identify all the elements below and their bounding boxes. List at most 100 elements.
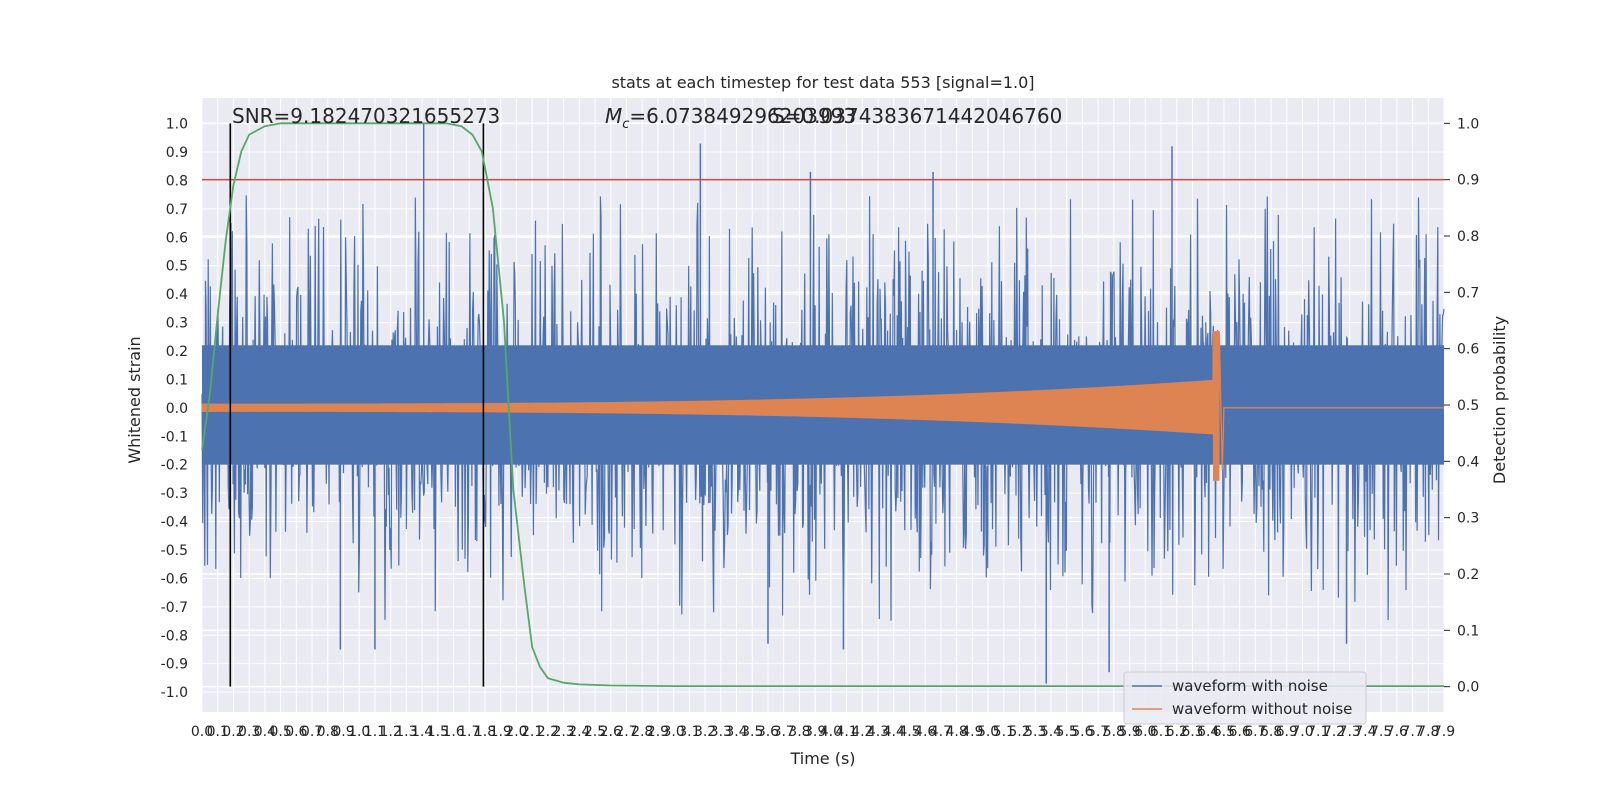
x-tick-label: 6.4 xyxy=(1197,724,1219,740)
y-left-tick-label: 0.5 xyxy=(166,259,188,275)
x-tick-label: 2.0 xyxy=(505,724,527,740)
series-detection-probability xyxy=(201,122,1444,687)
y-left-tick-label: 0.8 xyxy=(166,173,188,189)
x-tick-label: 4.9 xyxy=(961,724,983,740)
x-tick-label: 3.0 xyxy=(663,724,685,740)
snr-annotation: SNR=9.182470321655273 xyxy=(232,104,500,128)
y-right-axis-ticks: 0.0 0.1 0.2 0.3 0.4 0.5 0.6 0.7 0.8 0.9 1.0 xyxy=(1444,116,1479,696)
x-tick-label: 4.1 xyxy=(835,724,857,740)
series-waveform-without-noise xyxy=(201,331,1444,481)
y-right-tick-label: 1.0 xyxy=(1457,116,1479,132)
x-tick-label: 7.9 xyxy=(1433,724,1455,740)
x-tick-label: 6.1 xyxy=(1150,724,1172,740)
x-tick-label: 1.3 xyxy=(395,724,417,740)
chirp-mass-annotation: Mc=6.073849296203993 xyxy=(605,104,856,132)
y-left-tick-label: -1.0 xyxy=(161,685,188,701)
x-tick-label: 3.6 xyxy=(757,724,779,740)
x-tick-label: 7.1 xyxy=(1307,724,1329,740)
x-tick-label: 0.3 xyxy=(238,724,260,740)
y-left-tick-label: 0.0 xyxy=(166,401,188,417)
x-tick-label: 2.8 xyxy=(631,724,653,740)
x-tick-label: 0.2 xyxy=(222,724,244,740)
x-tick-label: 5.6 xyxy=(1071,724,1093,740)
y-right-axis-label: Detection probability xyxy=(1490,316,1509,484)
x-tick-label: 1.9 xyxy=(490,724,512,740)
y-right-tick-label: 0.8 xyxy=(1457,229,1479,245)
y-left-tick-label: -0.5 xyxy=(161,543,188,559)
legend-box xyxy=(1123,671,1367,725)
y-right-tick-label: 0.9 xyxy=(1457,173,1479,189)
y-left-tick-label: -0.8 xyxy=(161,628,188,644)
x-tick-label: 5.2 xyxy=(1008,724,1030,740)
x-tick-label: 2.5 xyxy=(584,724,606,740)
x-tick-label: 4.4 xyxy=(883,724,905,740)
detection-window xyxy=(229,123,485,687)
x-tick-label: 7.5 xyxy=(1370,724,1392,740)
x-tick-label: 6.0 xyxy=(1134,724,1156,740)
x-axis-ticks: 0.00.10.20.30.40.50.60.70.80.91.01.11.21… xyxy=(191,724,1455,740)
y-left-tick-label: 0.2 xyxy=(166,344,188,360)
x-tick-label: 3.5 xyxy=(741,724,763,740)
x-tick-label: 6.9 xyxy=(1276,724,1298,740)
x-tick-label: 4.7 xyxy=(930,724,952,740)
x-tick-label: 6.2 xyxy=(1166,724,1188,740)
y-left-tick-label: -0.6 xyxy=(161,571,188,587)
x-tick-label: 5.7 xyxy=(1087,724,1109,740)
detection-probability-line xyxy=(201,122,1444,687)
x-tick-label: 1.5 xyxy=(427,724,449,740)
x-tick-label: 1.4 xyxy=(411,724,433,740)
x-tick-label: 3.3 xyxy=(710,724,732,740)
y-left-tick-label: -0.1 xyxy=(161,429,188,445)
x-tick-label: 2.7 xyxy=(615,724,637,740)
y-left-tick-label: -0.4 xyxy=(161,515,188,531)
x-tick-label: 6.6 xyxy=(1228,724,1250,740)
chirp-mass-subscript: c xyxy=(622,117,629,132)
x-tick-label: 7.6 xyxy=(1386,724,1408,740)
x-tick-label: 3.1 xyxy=(678,724,700,740)
x-tick-label: 4.6 xyxy=(914,724,936,740)
y-right-tick-label: 0.0 xyxy=(1457,680,1479,696)
x-tick-label: 2.6 xyxy=(600,724,622,740)
x-tick-label: 7.4 xyxy=(1354,724,1376,740)
y-left-tick-label: 1.0 xyxy=(166,117,188,133)
legend-label-without-noise: waveform without noise xyxy=(1172,700,1352,718)
x-tick-label: 4.5 xyxy=(898,724,920,740)
x-tick-label: 4.0 xyxy=(820,724,842,740)
x-tick-label: 7.3 xyxy=(1339,724,1361,740)
x-tick-label: 1.8 xyxy=(474,724,496,740)
chirp-mass-symbol: M xyxy=(605,104,622,128)
y-left-axis-label: Whitened strain xyxy=(125,336,144,463)
x-tick-label: 1.2 xyxy=(380,724,402,740)
x-tick-label: 0.5 xyxy=(269,724,291,740)
y-left-tick-label: 0.9 xyxy=(166,145,188,161)
x-tick-label: 6.8 xyxy=(1260,724,1282,740)
y-left-tick-label: 0.7 xyxy=(166,202,188,218)
y-left-tick-label: -0.7 xyxy=(161,600,188,616)
y-left-axis-ticks: -1.0 -0.9 -0.8 -0.7 -0.6 -0.5 -0.4 -0.3 -0.2 -0.1… xyxy=(161,117,188,702)
x-tick-label: 4.2 xyxy=(851,724,873,740)
x-tick-label: 3.9 xyxy=(804,724,826,740)
x-tick-label: 0.1 xyxy=(207,724,229,740)
chirp-mass-value: =6.073849296203993 xyxy=(629,104,856,128)
y-right-tick-label: 0.4 xyxy=(1457,454,1479,470)
x-tick-label: 6.7 xyxy=(1244,724,1266,740)
x-tick-label: 7.2 xyxy=(1323,724,1345,740)
y-right-tick-label: 0.1 xyxy=(1457,623,1479,639)
y-left-tick-label: 0.4 xyxy=(166,287,188,303)
x-tick-label: 3.4 xyxy=(725,724,747,740)
x-tick-label: 0.7 xyxy=(301,724,323,740)
x-tick-label: 1.0 xyxy=(348,724,370,740)
x-tick-label: 0.6 xyxy=(285,724,307,740)
x-axis-label: Time (s) xyxy=(789,749,855,768)
x-tick-label: 6.5 xyxy=(1213,724,1235,740)
legend: waveform with noise waveform without noi… xyxy=(1123,671,1367,725)
x-tick-label: 4.3 xyxy=(867,724,889,740)
x-tick-label: 7.8 xyxy=(1417,724,1439,740)
y-right-tick-label: 0.5 xyxy=(1457,398,1479,414)
x-tick-label: 5.8 xyxy=(1103,724,1125,740)
chart-title: stats at each timestep for test data 553… xyxy=(611,73,1034,92)
y-right-tick-label: 0.3 xyxy=(1457,511,1479,527)
y-left-tick-label: 0.6 xyxy=(166,230,188,246)
x-tick-label: 6.3 xyxy=(1181,724,1203,740)
